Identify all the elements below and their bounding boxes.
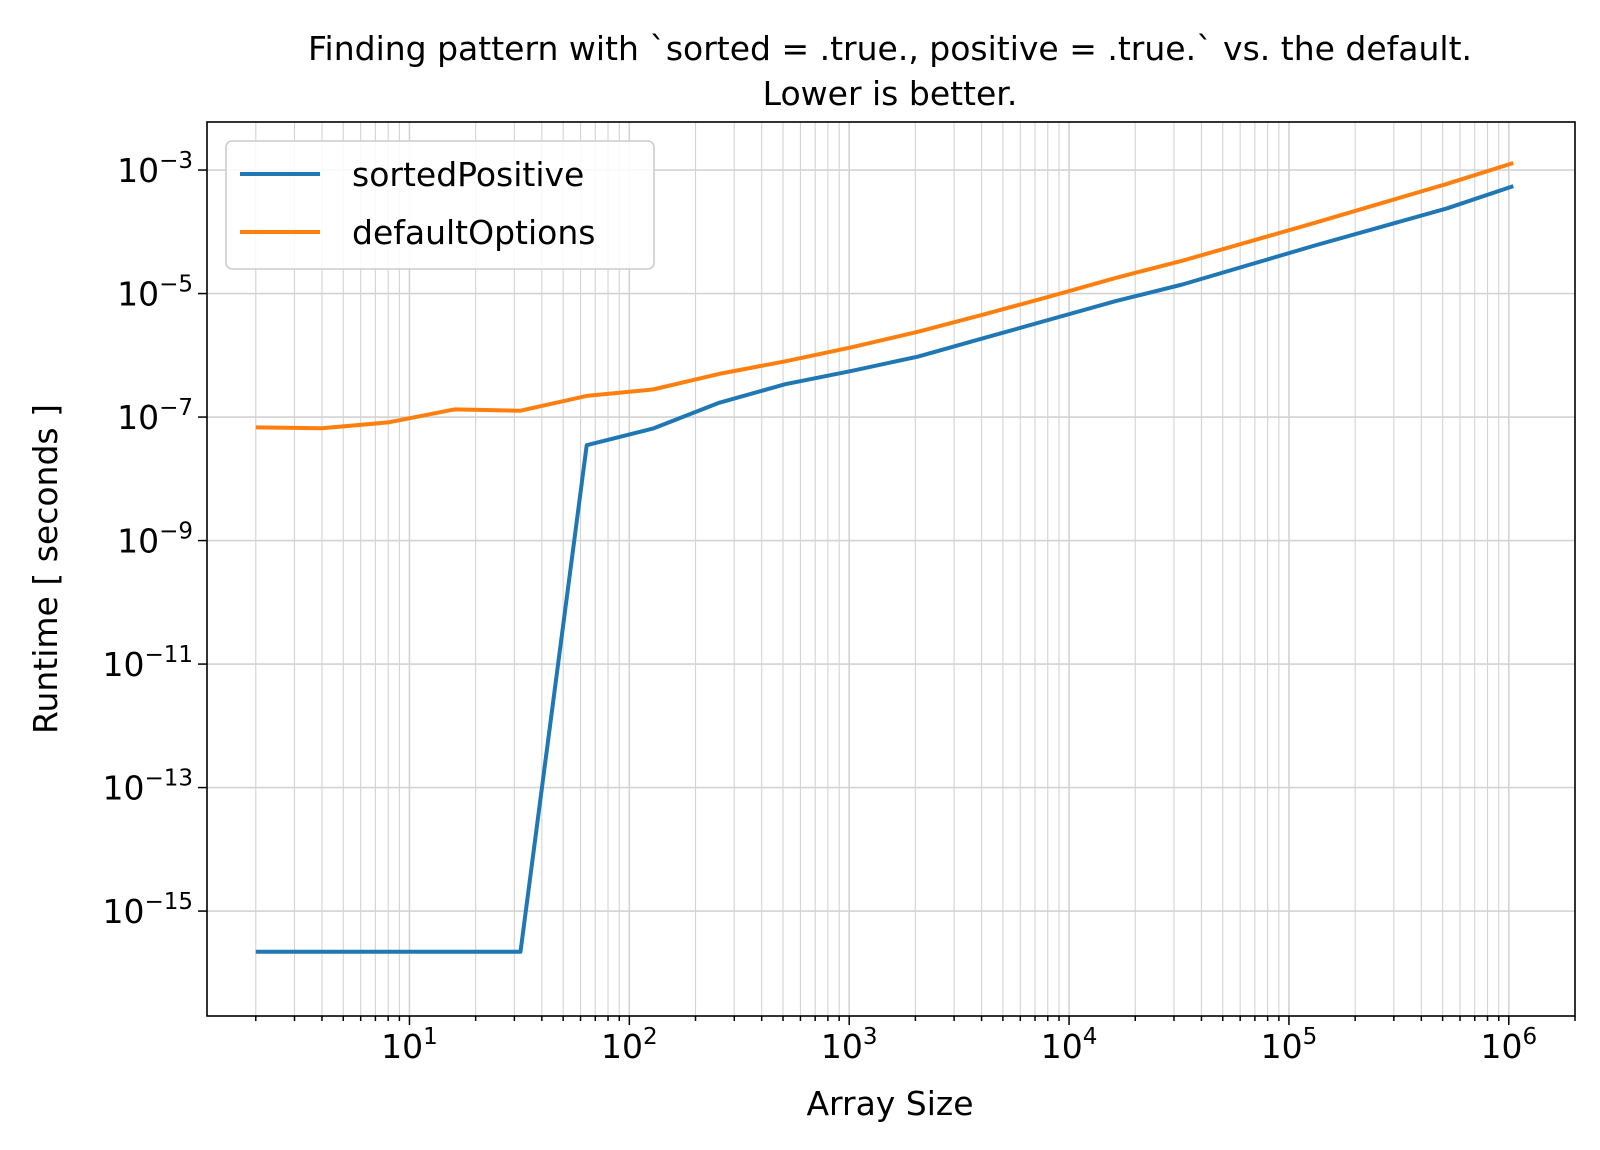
y-tick-label: 10−11 xyxy=(102,642,193,684)
legend: sortedPositive defaultOptions xyxy=(225,140,655,270)
legend-label-sortedpositive: sortedPositive xyxy=(352,155,584,194)
grid-lines xyxy=(207,122,1576,1016)
plot-frame xyxy=(206,121,1576,1017)
y-tick-label: 10−13 xyxy=(102,766,193,808)
y-tick-label: 10−9 xyxy=(117,519,193,561)
chart-title-line1: Finding pattern with `sorted = .true., p… xyxy=(308,29,1472,68)
x-tick-label: 101 xyxy=(381,1024,438,1066)
axis-ticks: 10−3 10−5 10−7 10−9 10−11 10−13 10−15 101 102 103… xyxy=(102,148,1576,1066)
series-line-defaultoptions xyxy=(255,161,1514,431)
y-tick-label: 10−5 xyxy=(117,272,193,314)
y-axis-label: Runtime [ seconds ] xyxy=(26,404,65,734)
y-tick-label: 10−15 xyxy=(102,889,193,931)
legend-box xyxy=(225,140,655,270)
series-line-sortedpositive xyxy=(255,184,1514,954)
y-tick-label: 10−3 xyxy=(117,148,193,190)
x-tick-label: 105 xyxy=(1261,1024,1318,1066)
series-lines xyxy=(255,161,1514,954)
x-tick-label: 103 xyxy=(821,1024,878,1066)
chart-title-line2: Lower is better. xyxy=(763,74,1018,113)
x-tick-label: 106 xyxy=(1480,1024,1537,1066)
legend-label-defaultoptions: defaultOptions xyxy=(352,213,595,252)
x-tick-label: 104 xyxy=(1041,1024,1098,1066)
y-tick-label: 10−7 xyxy=(117,395,193,437)
x-axis-label: Array Size xyxy=(806,1084,973,1123)
x-tick-label: 102 xyxy=(601,1024,658,1066)
